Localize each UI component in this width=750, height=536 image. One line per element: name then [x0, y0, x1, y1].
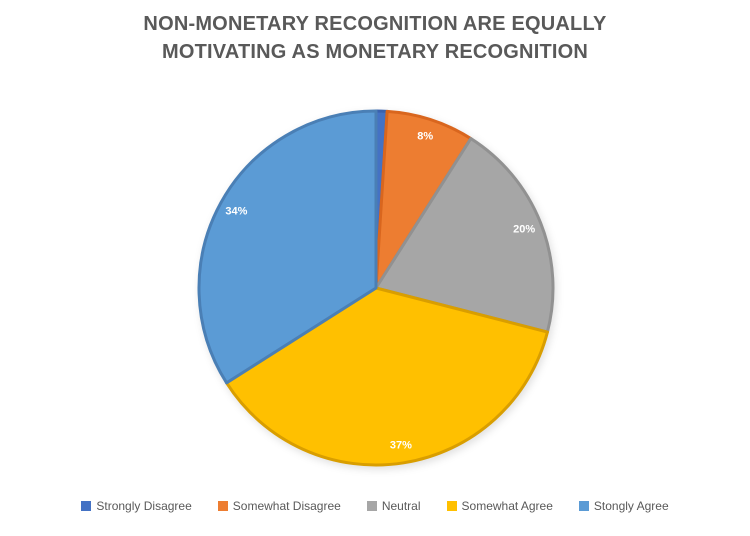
legend-item-somewhat-agree: Somewhat Agree: [446, 499, 553, 513]
chart-legend: Strongly Disagree Somewhat Disagree Neutra…: [0, 499, 750, 513]
legend-label-somewhat-agree: Somewhat Agree: [461, 499, 553, 513]
legend-label-neutral: Neutral: [381, 499, 421, 513]
pie-slice-somewhat-disagree: [374, 109, 473, 290]
pie-label-somewhat-disagree: 8%: [417, 131, 433, 143]
legend-label-stongly-agree: Stongly Agree: [593, 499, 669, 513]
legend-item-neutral: Neutral: [366, 499, 421, 513]
legend-swatch-somewhat-disagree: [217, 501, 228, 511]
pie-label-stongly-agree: 34%: [225, 205, 247, 217]
legend-item-somewhat-disagree: Somewhat Disagree: [217, 499, 341, 513]
pie-slice-stongly-agree: [197, 109, 378, 385]
chart-title: NON-MONETARY RECOGNITION ARE EQUALLY MOT…: [0, 10, 750, 66]
legend-label-strongly-disagree: Strongly Disagree: [96, 499, 192, 513]
pie-slice-neutral: [374, 137, 555, 334]
pie-label-somewhat-agree: 37%: [390, 439, 412, 451]
legend-swatch-stongly-agree: [578, 501, 589, 511]
chart-title-line2: MOTIVATING AS MONETARY RECOGNITION: [161, 41, 589, 63]
legend-item-strongly-disagree: Strongly Disagree: [81, 499, 192, 513]
legend-label-somewhat-disagree: Somewhat Disagree: [232, 499, 341, 513]
pie-label-neutral: 20%: [513, 223, 535, 235]
chart-title-line1: NON-MONETARY RECOGNITION ARE EQUALLY: [143, 13, 607, 35]
legend-swatch-neutral: [366, 501, 377, 511]
legend-swatch-strongly-disagree: [81, 501, 92, 511]
legend-swatch-somewhat-agree: [446, 501, 457, 511]
legend-item-stongly-agree: Stongly Agree: [578, 499, 669, 513]
